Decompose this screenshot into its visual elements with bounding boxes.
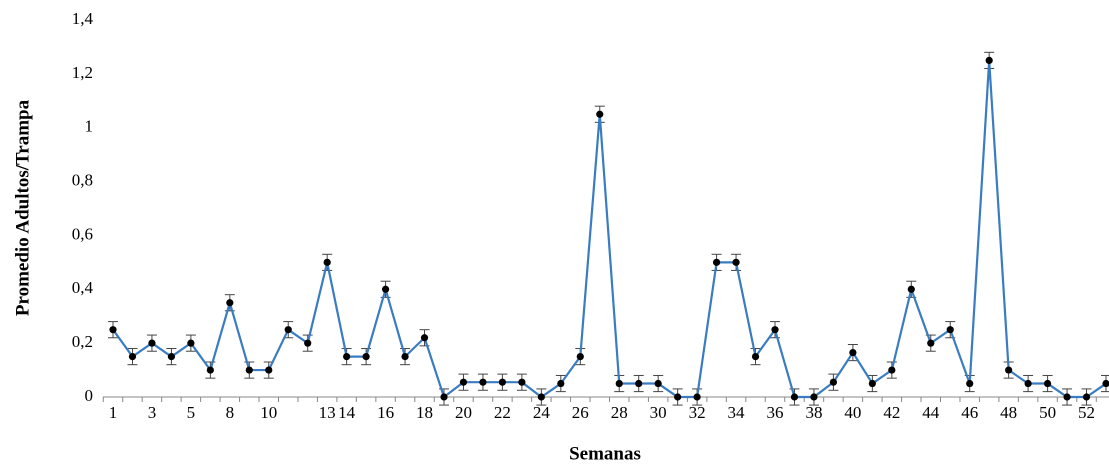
y-tick-label: 0,2 (72, 332, 93, 351)
data-point (829, 378, 838, 386)
data-point (440, 393, 448, 401)
data-point (167, 353, 176, 361)
x-tick-label: 28 (611, 403, 628, 422)
x-tick-label: 42 (883, 403, 900, 422)
data-point (537, 393, 545, 401)
data-point (109, 326, 117, 334)
data-point (284, 326, 292, 334)
y-tick-label: 0 (85, 386, 94, 405)
data-point (771, 326, 779, 334)
data-point (712, 258, 721, 266)
data-point (751, 353, 760, 361)
x-tick-label: 48 (1000, 403, 1017, 422)
y-tick-label: 0,6 (72, 224, 93, 243)
data-point (907, 285, 915, 293)
data-point (946, 326, 954, 334)
data-point (323, 258, 331, 266)
data-point (1024, 379, 1032, 388)
data-point (693, 393, 701, 401)
x-tick-label: 18 (416, 403, 433, 422)
y-tick-label: 0,8 (72, 170, 93, 189)
data-point (362, 353, 370, 361)
data-point (615, 379, 623, 388)
data-point (128, 353, 137, 361)
data-point (810, 393, 818, 401)
data-point (966, 379, 974, 388)
data-point (596, 110, 604, 118)
x-tick-label: 22 (494, 403, 511, 422)
x-tick-label: 20 (455, 403, 472, 422)
x-tick-label: 44 (922, 403, 940, 422)
data-point (187, 339, 195, 347)
data-point (557, 379, 565, 388)
x-tick-label: 13 (319, 403, 336, 422)
x-tick-label: 30 (650, 403, 667, 422)
data-point (343, 353, 351, 361)
x-tick-label: 52 (1078, 403, 1095, 422)
data-point (401, 353, 409, 361)
data-point (635, 379, 643, 388)
data-point (654, 379, 662, 388)
data-point (888, 366, 896, 374)
x-axis-title: Semanas (569, 443, 641, 464)
data-point (304, 339, 312, 347)
data-point (1102, 379, 1109, 388)
data-point (459, 378, 468, 386)
x-tick-label: 24 (533, 403, 551, 422)
data-point (576, 353, 584, 361)
data-point (381, 285, 390, 293)
data-point (1005, 366, 1013, 374)
x-tick-label: 34 (728, 403, 746, 422)
y-tick-label: 1,4 (72, 9, 94, 28)
x-tick-label: 8 (226, 403, 235, 422)
data-point (1082, 393, 1091, 401)
y-tick-label: 1,2 (72, 63, 93, 82)
data-point (1043, 379, 1052, 388)
data-point (265, 366, 273, 374)
x-tick-label: 1 (109, 403, 118, 422)
data-point (148, 339, 156, 347)
data-point (518, 378, 526, 386)
data-point (732, 258, 740, 266)
data-point (245, 366, 253, 374)
x-tick-label: 50 (1039, 403, 1056, 422)
data-point (498, 378, 507, 386)
data-point (1063, 393, 1071, 401)
data-point (479, 378, 487, 386)
data-point (868, 379, 876, 388)
y-tick-label: 1 (85, 117, 94, 136)
x-tick-label: 40 (844, 403, 861, 422)
x-tick-label: 5 (187, 403, 196, 422)
x-tick-label: 3 (148, 403, 157, 422)
data-point (849, 348, 857, 357)
x-tick-label: 16 (377, 403, 394, 422)
data-point (226, 299, 234, 307)
data-point (674, 393, 682, 401)
x-tick-label: 38 (805, 403, 822, 422)
x-tick-label: 10 (260, 403, 277, 422)
x-tick-label: 36 (767, 403, 784, 422)
x-tick-label: 14 (338, 403, 356, 422)
data-point (206, 366, 214, 374)
x-tick-label: 32 (689, 403, 706, 422)
series-line (112, 60, 1107, 399)
x-tick-label: 46 (961, 403, 978, 422)
data-point (790, 393, 799, 401)
data-point (420, 334, 429, 342)
data-point (985, 56, 993, 64)
y-tick-label: 0,4 (72, 278, 94, 297)
x-tick-label: 26 (572, 403, 589, 422)
data-point (927, 339, 935, 347)
y-axis-title: Promedio Adultos/Trampa (12, 99, 33, 316)
